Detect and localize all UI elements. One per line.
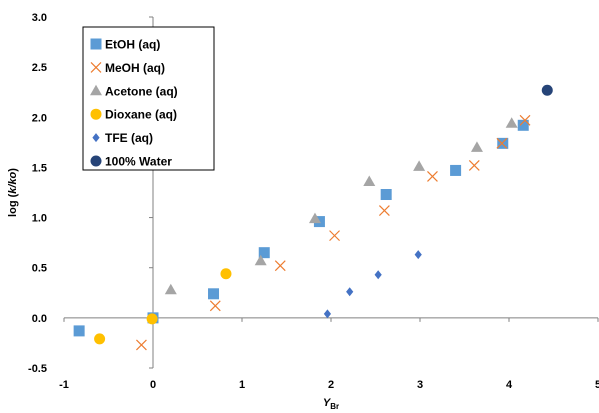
legend-label: EtOH (aq) <box>105 38 160 52</box>
legend: EtOH (aq) MeOH (aq) Acetone (aq) Dioxane (a… <box>82 26 215 171</box>
y-tick-label: 1.5 <box>32 162 47 174</box>
x-tick-label: 1 <box>239 379 245 391</box>
data-point <box>505 117 518 128</box>
y-tick-label: 0.0 <box>32 313 47 325</box>
legend-marker <box>90 38 102 50</box>
data-point <box>468 159 480 171</box>
series-4 <box>323 250 422 319</box>
x-tick-label: 0 <box>150 379 156 391</box>
data-point <box>378 205 390 216</box>
data-point <box>413 160 426 171</box>
legend-label: Acetone (aq) <box>105 84 178 98</box>
data-point <box>541 84 553 96</box>
y-tick-label: 2.0 <box>32 112 47 124</box>
data-point <box>209 300 221 312</box>
legend-marker <box>92 133 100 143</box>
data-point <box>427 171 438 182</box>
data-point <box>497 137 509 149</box>
y-axis-title-prefix: log ( <box>7 193 19 217</box>
legend-label: TFE (aq) <box>105 131 153 145</box>
data-point <box>258 247 270 259</box>
data-point <box>146 313 158 325</box>
data-point <box>323 309 332 319</box>
x-tick-label: 5 <box>595 379 599 391</box>
data-point <box>73 325 85 337</box>
data-point <box>414 250 422 260</box>
data-point <box>374 270 382 280</box>
series-1 <box>136 114 531 351</box>
legend-items: EtOH (aq) MeOH (aq) Acetone (aq) Dioxane (a… <box>90 38 178 169</box>
series-2 <box>164 117 518 295</box>
x-tick-label: 3 <box>417 379 423 391</box>
legend-marker <box>90 155 102 167</box>
x-axis-ticks: -1 0 1 2 3 4 5 <box>59 317 599 391</box>
plot-area <box>73 84 553 351</box>
series-3 <box>94 268 232 345</box>
data-point <box>380 189 392 201</box>
data-point <box>164 283 177 295</box>
x-tick-label: -1 <box>59 379 69 391</box>
data-point <box>346 287 354 297</box>
y-axis-title-italic: k/ko <box>7 171 19 193</box>
legend-label: 100% Water <box>105 155 172 169</box>
data-point <box>254 254 267 266</box>
data-point <box>94 333 106 345</box>
data-point <box>136 339 147 351</box>
y-tick-label: -0.5 <box>28 363 47 375</box>
x-axis-title: YBr <box>323 397 339 411</box>
x-tick-label: 2 <box>328 379 334 391</box>
y-axis-title: log (k/ko) <box>7 168 19 217</box>
data-point <box>517 119 529 131</box>
series-5 <box>541 84 553 96</box>
y-axis-ticks: -0.5 0.0 0.5 1.0 1.5 2.0 2.5 3.0 <box>28 12 153 375</box>
y-tick-label: 0.5 <box>32 263 47 275</box>
data-point <box>308 212 321 224</box>
data-point <box>470 141 483 152</box>
legend-box <box>82 26 215 171</box>
legend-marker <box>90 84 102 96</box>
legend-label: MeOH (aq) <box>105 61 165 75</box>
data-point <box>363 175 376 186</box>
y-axis-title-suffix: ) <box>7 168 19 172</box>
legend-marker <box>90 61 102 73</box>
data-point <box>208 288 220 300</box>
y-tick-label: 1.0 <box>32 213 47 225</box>
x-tick-label: 4 <box>506 379 513 391</box>
x-axis-title-main: Y <box>323 397 332 409</box>
legend-label: Dioxane (aq) <box>105 108 177 122</box>
y-tick-label: 2.5 <box>32 62 47 74</box>
legend-marker <box>90 108 102 120</box>
data-point <box>220 268 232 280</box>
data-point <box>496 137 508 149</box>
data-point <box>519 114 531 126</box>
data-point <box>329 230 340 242</box>
data-point <box>274 260 286 272</box>
data-point <box>450 164 462 176</box>
y-tick-label: 3.0 <box>32 12 47 24</box>
x-axis-title-subscript: Br <box>330 402 339 411</box>
